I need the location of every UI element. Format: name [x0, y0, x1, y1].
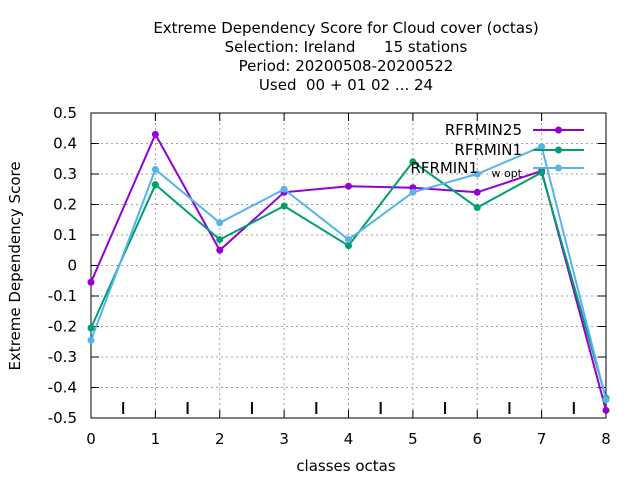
- series-2: [87, 158, 610, 402]
- legend-label: RFRMIN25: [445, 121, 522, 139]
- x-tick-label: 0: [86, 430, 96, 448]
- data-point: [216, 236, 224, 244]
- data-point: [280, 185, 288, 193]
- data-point: [151, 181, 159, 189]
- x-tick-label: 1: [151, 430, 161, 448]
- data-point: [473, 170, 481, 178]
- data-point: [409, 158, 417, 166]
- chart-title: Extreme Dependency Score for Cloud cover…: [153, 19, 538, 94]
- y-tick-label: -0.5: [48, 409, 77, 427]
- legend-entry-2: RFRMIN1: [454, 141, 584, 159]
- title-line-3: Period: 20200508-20200522: [239, 57, 454, 75]
- y-tick-label: 0.2: [53, 196, 77, 214]
- y-axis-ticks: -0.5 -0.4 -0.3 -0.2 -0.1 0 0.1 0.2 0.3 0.4 0.5: [48, 104, 606, 427]
- y-tick-label: 0.3: [53, 165, 77, 183]
- title-line-2: Selection: Ireland 15 stations: [225, 38, 468, 56]
- data-point: [602, 406, 610, 414]
- data-point: [538, 168, 546, 176]
- title-line-1: Extreme Dependency Score for Cloud cover…: [153, 19, 538, 37]
- data-point: [216, 246, 224, 254]
- data-point: [87, 278, 95, 286]
- x-tick-label: 6: [472, 430, 482, 448]
- y-tick-label: -0.3: [48, 348, 77, 366]
- data-point: [151, 130, 159, 138]
- series-3: [87, 143, 610, 404]
- x-axis-ticks: 0 1 2 3 4 5 6 7 8: [86, 113, 611, 448]
- legend-label-subscript: w opt: [491, 167, 522, 180]
- plot-frame: [90, 112, 607, 419]
- legend-entry-1: RFRMIN25: [445, 121, 584, 139]
- data-point: [345, 182, 352, 190]
- y-tick-label: 0.5: [53, 104, 77, 122]
- data-point: [538, 143, 546, 151]
- legend-marker: [555, 126, 562, 134]
- x-axis-label: classes octas: [296, 457, 396, 475]
- x-tick-label: 4: [344, 430, 354, 448]
- data-point: [280, 202, 288, 210]
- data-point: [473, 188, 481, 196]
- data-point: [409, 188, 417, 196]
- x-tick-label: 3: [279, 430, 289, 448]
- data-point: [216, 219, 224, 227]
- x-tick-label: 7: [537, 430, 547, 448]
- data-point: [345, 236, 352, 244]
- data-point: [151, 165, 159, 173]
- x-tick-label: 5: [408, 430, 418, 448]
- legend-marker: [555, 146, 562, 154]
- x-tick-label: 2: [215, 430, 225, 448]
- series-layer: [87, 130, 610, 414]
- data-point: [473, 204, 481, 212]
- legend-marker: [555, 164, 562, 172]
- legend-label: RFRMIN1: [454, 141, 522, 159]
- x-axis-minor-ticks: [122, 402, 575, 414]
- x-tick-label: 8: [601, 430, 611, 448]
- y-tick-label: -0.4: [48, 379, 77, 397]
- title-line-4: Used 00 + 01 02 ... 24: [259, 76, 433, 94]
- y-tick-label: -0.1: [48, 287, 77, 305]
- y-tick-label: 0: [67, 257, 77, 275]
- legend-label: RFRMIN1: [410, 159, 478, 177]
- data-point: [87, 324, 95, 332]
- grid: [91, 113, 606, 418]
- data-point: [345, 242, 352, 250]
- y-tick-label: 0.4: [53, 135, 77, 153]
- y-tick-label: 0.1: [53, 226, 77, 244]
- data-point: [87, 336, 95, 344]
- y-tick-label: -0.2: [48, 318, 77, 336]
- y-axis-label: Extreme Dependency Score: [6, 161, 24, 370]
- legend-entry-3: RFRMIN1 w opt: [410, 159, 584, 180]
- data-point: [602, 396, 610, 404]
